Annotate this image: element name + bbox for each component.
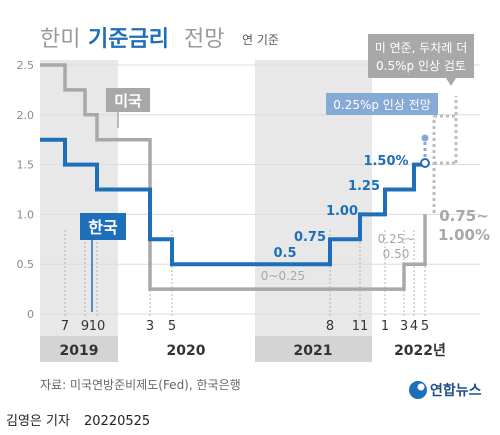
us-value-labels: 0~0.25 0.25~ 0.50 0.75~ 1.00% xyxy=(261,207,490,283)
kr-forecast-box: 0.25%p 인상 전망 xyxy=(326,93,438,115)
year-labels: 2019 2020 2021 2022년 xyxy=(60,343,446,359)
kr-label-075: 0.75 xyxy=(294,230,326,245)
source-text: 자료: 미국연방준비제도(Fed), 한국은행 xyxy=(40,377,241,392)
x-tick-label: 3 xyxy=(400,319,408,334)
band-2019 xyxy=(40,60,118,362)
us-forecast-text-2: 0.5%p 인상 검토 xyxy=(376,59,466,73)
us-label-high-1: 0.75~ xyxy=(439,207,489,225)
title-part-1: 한미 xyxy=(40,27,80,52)
year-2019: 2019 xyxy=(60,343,99,359)
us-legend-rect xyxy=(106,88,150,112)
y-ticks: 0 0.5 1.0 1.5 2.0 2.5 xyxy=(17,59,35,321)
date-text: 20220525 xyxy=(84,414,150,429)
title-part-3: 전망 xyxy=(184,27,224,52)
kr-legend-rect xyxy=(80,213,126,240)
x-tick-label: 9 xyxy=(81,319,89,334)
us-forecast-text-1: 미 연준, 두차례 더 xyxy=(375,41,468,55)
logo: 연합뉴스 xyxy=(409,381,482,399)
credit-text: 김영은 기자 xyxy=(6,414,70,429)
kr-value-labels: 0.5 0.75 1.00 1.25 1.50% xyxy=(273,154,408,261)
us-forecast-rect xyxy=(368,34,474,78)
us-forecast-box: 미 연준, 두차례 더 0.5%p 인상 검토 xyxy=(368,34,474,86)
kr-label-05: 0.5 xyxy=(273,246,296,261)
x-tick-label: 1 xyxy=(381,319,389,334)
year-2021: 2021 xyxy=(294,343,333,359)
us-legend-box: 미국 xyxy=(106,88,150,128)
x-tick-label: 8 xyxy=(326,319,334,334)
y-tick-label: 0.5 xyxy=(17,258,35,271)
x-tick-label: 7 xyxy=(61,319,69,334)
y-tick-label: 2.0 xyxy=(17,109,35,122)
logo-icon xyxy=(409,381,427,399)
us-label-mid-2: 0.50 xyxy=(383,247,410,261)
us-label-mid-1: 0.25~ xyxy=(378,232,415,246)
x-tick-label: 4 xyxy=(410,319,418,334)
year-bands xyxy=(40,60,372,362)
forecast-dots xyxy=(421,96,458,213)
us-label-high-2: 1.00% xyxy=(438,226,490,244)
x-tick-label: 5 xyxy=(168,319,176,334)
kr-label-100: 1.00 xyxy=(326,204,358,219)
series-line-us xyxy=(40,63,427,291)
x-ticks: 7 9 10 3 5 8 11 1 3 4 5 xyxy=(61,319,429,334)
series-line-korea xyxy=(40,137,425,267)
year-strip-2021 xyxy=(255,336,372,362)
logo-text: 연합뉴스 xyxy=(430,382,482,399)
kr-forecast-point xyxy=(421,134,429,142)
kr-label-150: 1.50% xyxy=(363,154,408,169)
x-tick-label: 11 xyxy=(352,319,369,334)
title-part-2: 기준금리 xyxy=(88,27,169,52)
y-tick-label: 1.5 xyxy=(17,159,35,172)
y-tick-label: 0 xyxy=(27,308,34,321)
x-tick-label: 10 xyxy=(89,319,106,334)
year-2022: 2022년 xyxy=(394,343,446,359)
kr-forecast-rect xyxy=(326,93,438,115)
us-legend-label: 미국 xyxy=(114,92,142,110)
year-strip-2019 xyxy=(40,336,118,362)
y-tick-label: 2.5 xyxy=(17,59,35,72)
kr-forecast-text: 0.25%p 인상 전망 xyxy=(333,98,431,112)
logo-icon-dot xyxy=(417,383,425,391)
y-tick-label: 1.0 xyxy=(17,208,35,221)
x-tick-label: 5 xyxy=(421,319,429,334)
kr-end-marker xyxy=(420,158,430,168)
kr-legend-label: 한국 xyxy=(88,218,118,237)
x-tick-label: 3 xyxy=(146,319,154,334)
unit-label: 연 기준 xyxy=(242,33,279,47)
us-forecast-pointer xyxy=(446,78,456,86)
us-label-low: 0~0.25 xyxy=(261,269,305,283)
year-2020: 2020 xyxy=(167,343,206,359)
title: 한미 기준금리 전망 연 기준 xyxy=(40,27,279,52)
kr-legend-box: 한국 xyxy=(80,213,126,312)
kr-label-125: 1.25 xyxy=(348,179,380,194)
series-lines xyxy=(40,63,427,291)
